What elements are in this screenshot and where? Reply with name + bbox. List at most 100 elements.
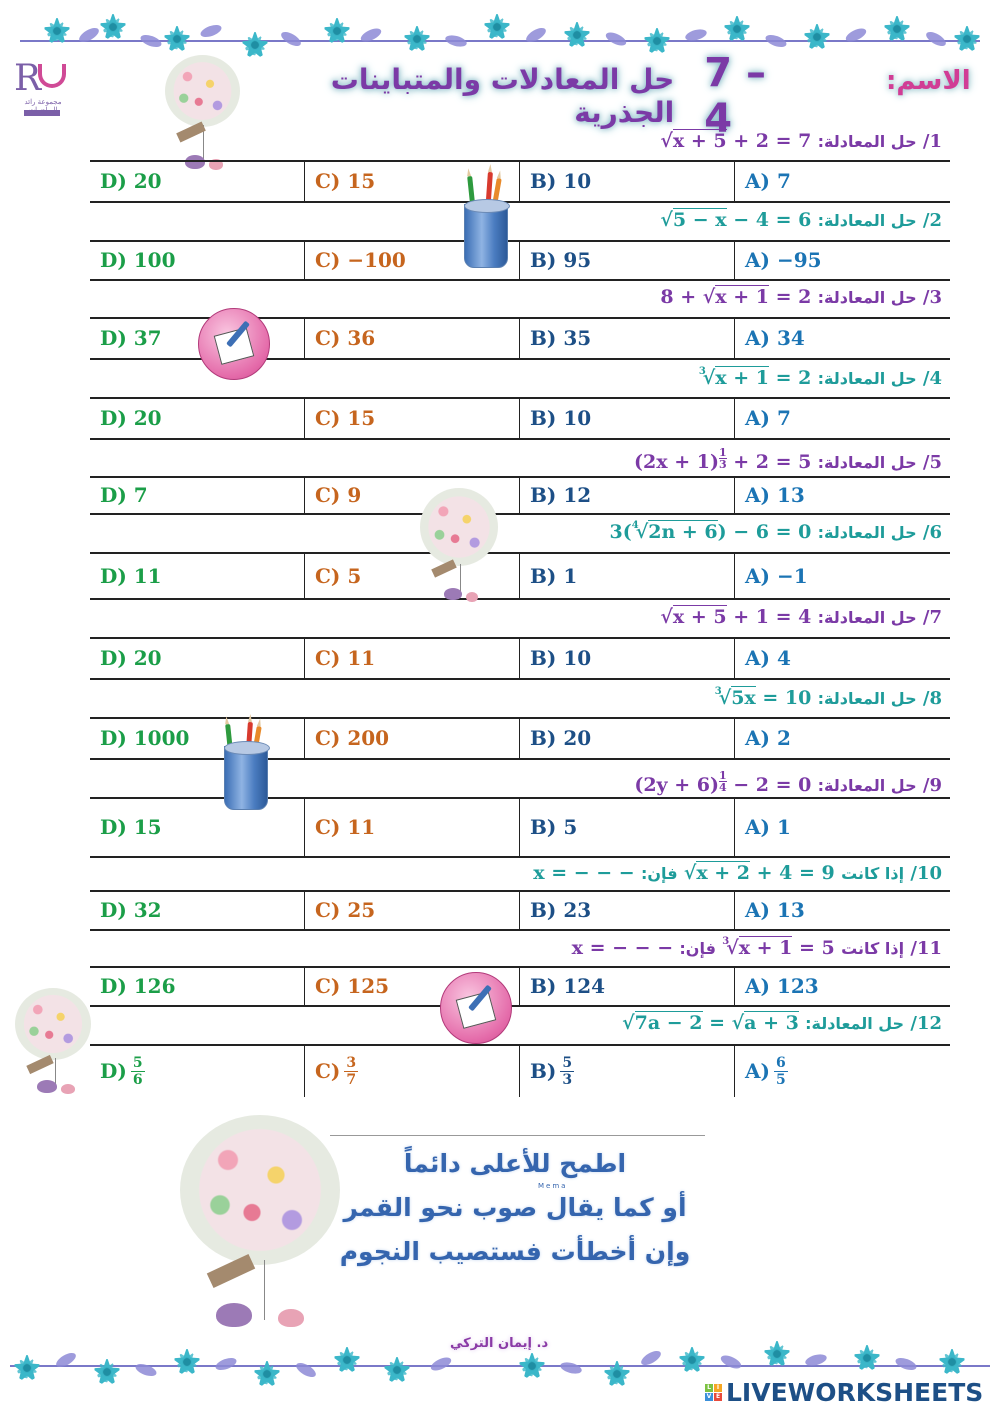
option-a[interactable]: A) −1 bbox=[745, 563, 808, 588]
divider bbox=[90, 476, 950, 478]
divider bbox=[90, 797, 950, 799]
option-c[interactable]: C) 11 bbox=[305, 798, 520, 856]
option-a[interactable]: A) 7 bbox=[745, 406, 791, 430]
option-c[interactable]: C) −100 bbox=[305, 241, 520, 279]
flower-icon bbox=[330, 1343, 364, 1377]
option-c[interactable]: C) 5 bbox=[305, 553, 520, 598]
divider bbox=[90, 240, 950, 242]
option-d[interactable]: D) 20 bbox=[90, 638, 305, 678]
option-b[interactable]: B) 10 bbox=[520, 638, 735, 678]
option-d[interactable]: D) 20 bbox=[90, 161, 305, 201]
notepad-icon bbox=[440, 972, 512, 1044]
divider bbox=[90, 1044, 950, 1046]
option-a[interactable]: A) 2 bbox=[745, 726, 791, 750]
numerator: 3 bbox=[344, 1054, 359, 1072]
bouquet-decoration bbox=[165, 55, 245, 175]
option-a[interactable]: A) −95 bbox=[745, 248, 822, 272]
leaf-icon bbox=[198, 22, 224, 40]
flower-icon bbox=[600, 1357, 634, 1391]
option-label: D) bbox=[100, 1059, 127, 1083]
option-a[interactable]: A) 123 bbox=[745, 974, 819, 998]
flower-icon bbox=[320, 14, 354, 48]
option-label: B) bbox=[530, 1059, 557, 1083]
option-d[interactable]: D) 32 bbox=[90, 891, 305, 929]
option-d[interactable]: D) 126 bbox=[90, 967, 305, 1005]
question-number: 7/ bbox=[922, 607, 942, 628]
divider bbox=[90, 317, 950, 319]
question-suffix: فإن: bbox=[679, 939, 716, 958]
logo-letter: E bbox=[714, 1393, 722, 1401]
flower-icon bbox=[880, 12, 914, 46]
option-b[interactable]: B) 10 bbox=[520, 398, 735, 438]
question-6: 6/ حل المعادلة: 3(4√2n + 6) − 6 = 0 bbox=[90, 520, 950, 543]
option-b[interactable]: B) 10 bbox=[520, 161, 735, 201]
question-prompt: إذا كانت bbox=[841, 864, 905, 883]
option-b[interactable]: B) 124 bbox=[520, 967, 735, 1005]
divider bbox=[90, 160, 950, 162]
answer-row-6: D) 11 C) 5 B) 1 A) −1 bbox=[90, 553, 950, 598]
option-b[interactable]: B) 20 bbox=[520, 718, 735, 758]
worksheet-title: 7 – 4 حل المعادلات والمتباينات الجذرية bbox=[255, 50, 800, 142]
option-d[interactable]: D) 37 bbox=[90, 318, 305, 358]
flower-icon bbox=[400, 22, 434, 56]
option-a[interactable]: A) 4 bbox=[745, 646, 791, 670]
option-c[interactable]: C) 25 bbox=[305, 891, 520, 929]
option-b[interactable]: B) 12 bbox=[520, 477, 735, 513]
flower-icon bbox=[850, 1341, 884, 1375]
option-a[interactable]: A) 7 bbox=[745, 169, 791, 193]
leaf-icon bbox=[923, 29, 949, 49]
leaf-icon bbox=[763, 32, 789, 50]
option-b[interactable]: B) 5 bbox=[520, 798, 735, 856]
option-c[interactable]: C) 200 bbox=[305, 718, 520, 758]
flower-icon bbox=[96, 10, 130, 44]
leaf-icon bbox=[718, 1352, 744, 1372]
option-b[interactable]: B) 23 bbox=[520, 891, 735, 929]
option-d[interactable]: D) 100 bbox=[90, 241, 305, 279]
question-5: 5/ حل المعادلة: (2x + 1) 1 3 + 2 = 5 bbox=[90, 447, 950, 473]
option-d[interactable]: D) 15 bbox=[90, 798, 305, 856]
option-a[interactable]: A) 13 bbox=[745, 898, 805, 922]
option-b[interactable]: B) 95 bbox=[520, 241, 735, 279]
bouquet-string bbox=[55, 1058, 56, 1086]
option-a[interactable]: A) 34 bbox=[745, 326, 805, 350]
divider bbox=[90, 929, 950, 931]
option-a[interactable]: A) 1 bbox=[745, 815, 791, 839]
question-9: 9/ حل المعادلة: (2y + 6) 1 4 − 2 = 0 bbox=[90, 770, 950, 796]
option-c[interactable]: C) 9 bbox=[305, 477, 520, 513]
divider bbox=[90, 890, 950, 892]
liveworksheets-brand[interactable]: L I V E LIVEWORKSHEETS bbox=[705, 1378, 983, 1407]
option-d[interactable]: D) 7 bbox=[90, 477, 305, 513]
option-c[interactable]: C) 15 bbox=[305, 161, 520, 201]
answer-row-1: D) 20 C) 15 B) 10 A) 7 bbox=[90, 161, 950, 201]
option-c[interactable]: C) 125 bbox=[305, 967, 520, 1005]
divider bbox=[90, 358, 950, 360]
option-b[interactable]: B) 1 bbox=[520, 553, 735, 598]
answer-row-5: D) 7 C) 9 B) 12 A) 13 bbox=[90, 477, 950, 513]
answer-row-9: D) 15 C) 11 B) 5 A) 1 bbox=[90, 798, 950, 856]
divider bbox=[90, 552, 950, 554]
question-number: 2/ bbox=[922, 210, 942, 231]
quote-line-3: وإن أخطأت فستصيب النجوم bbox=[339, 1237, 691, 1266]
option-c[interactable]: C) 36 bbox=[305, 318, 520, 358]
option-c[interactable]: C) 15 bbox=[305, 398, 520, 438]
flower-icon bbox=[480, 10, 514, 44]
option-d[interactable]: D) 11 bbox=[90, 553, 305, 598]
option-a[interactable]: A) 13 bbox=[745, 483, 805, 507]
option-d[interactable]: D) 1000 bbox=[90, 718, 305, 758]
option-c[interactable]: C) 11 bbox=[305, 638, 520, 678]
option-b[interactable]: B) 35 bbox=[520, 318, 735, 358]
question-11: 11/ إذا كانت 3√x + 1 = 5 فإن: x = − − − bbox=[90, 936, 950, 959]
lesson-number: 7 – 4 bbox=[704, 50, 767, 142]
question-prompt: حل المعادلة: bbox=[817, 608, 917, 627]
denominator: 6 bbox=[132, 1071, 143, 1088]
divider bbox=[90, 438, 950, 440]
flower-icon bbox=[515, 1349, 549, 1383]
pencil-cup-icon bbox=[458, 168, 518, 268]
option-d[interactable]: D) 20 bbox=[90, 398, 305, 438]
question-number: 5/ bbox=[922, 452, 942, 473]
